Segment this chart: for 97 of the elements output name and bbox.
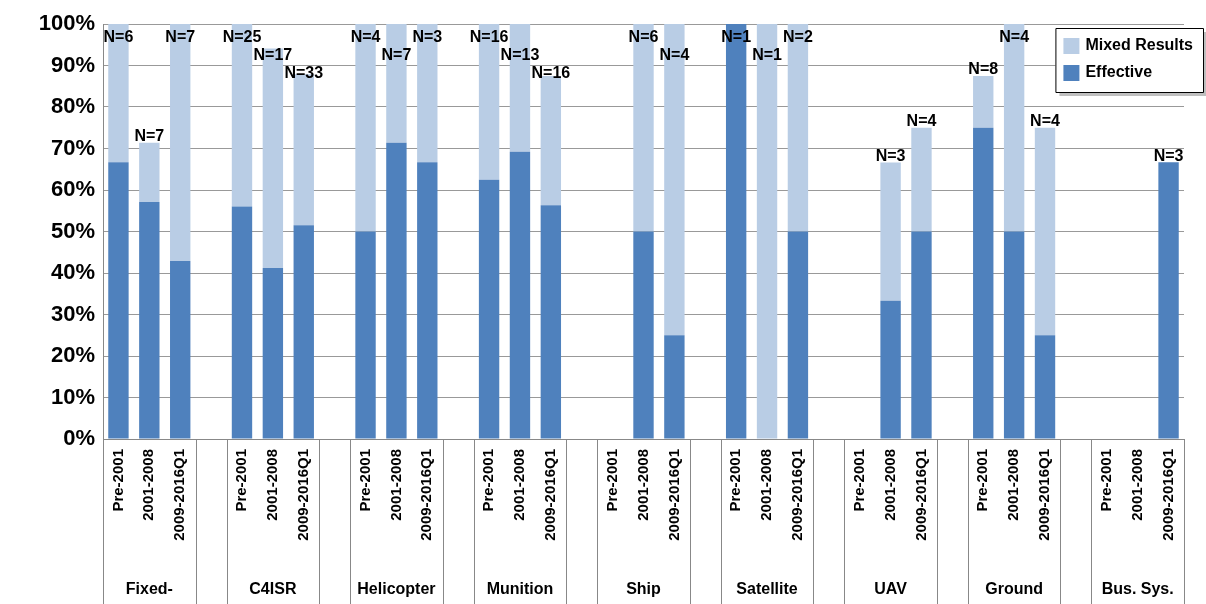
annotation: N=33: [284, 64, 324, 82]
bar: [262, 268, 284, 439]
y-tick-label: 10%: [50, 383, 95, 409]
x-tick-label: Pre-2001: [849, 449, 867, 512]
y-tick-label: 60%: [50, 176, 95, 202]
text: Satellite: [736, 580, 798, 598]
x-tick-label: Pre-2001: [479, 449, 497, 512]
bar: [139, 202, 160, 439]
y-tick-label: 0%: [63, 425, 95, 451]
annotation: N=7: [381, 46, 412, 64]
bar: [509, 151, 531, 439]
x-tick-label: 2009-2016Q1: [911, 449, 929, 541]
x-tick-label: 2001-2008: [880, 449, 898, 521]
y-tick-label: 70%: [50, 134, 95, 160]
x-tick-label: 2009-2016Q1: [417, 449, 435, 541]
bar: [108, 162, 129, 439]
annotation: N=7: [134, 127, 165, 145]
text: Fixed-: [125, 580, 173, 598]
bar: [417, 162, 438, 439]
x-tick-label: 2009-2016Q1: [664, 449, 682, 541]
y-tick-label: 50%: [50, 217, 95, 243]
text: C4ISR: [249, 580, 297, 598]
annotation: N=4: [659, 46, 690, 64]
annotation: N=3: [1153, 146, 1184, 164]
text: Bus. Sys.: [1101, 580, 1174, 598]
x-tick-label: 2001-2008: [1127, 449, 1145, 521]
bar: [540, 205, 562, 439]
x-tick-label: 2009-2016Q1: [293, 449, 311, 541]
annotation: N=3: [875, 147, 906, 165]
annotation: N=17: [253, 46, 293, 64]
bar: [880, 300, 901, 439]
x-tick-label: Pre-2001: [108, 449, 126, 512]
text: Ground: [985, 580, 1044, 598]
y-tick-label: 40%: [50, 259, 95, 285]
bar: [386, 142, 407, 439]
x-tick-label: 2001-2008: [510, 449, 528, 521]
bar: [973, 127, 994, 439]
bar: [911, 231, 932, 439]
bar: [911, 127, 932, 232]
bar: [664, 335, 685, 439]
annotation: N=16: [469, 28, 509, 46]
bar: [293, 225, 314, 439]
x-tick-label: Pre-2001: [1096, 449, 1114, 512]
annotation: N=16: [531, 64, 571, 82]
x-tick-label: Pre-2001: [726, 449, 744, 512]
x-tick-label: 2009-2016Q1: [540, 449, 558, 541]
bar: [139, 142, 160, 203]
x-tick-label: Pre-2001: [973, 449, 991, 512]
annotation: N=8: [968, 60, 999, 78]
y-tick-label: 30%: [50, 300, 95, 326]
y-tick-label: 20%: [50, 342, 95, 368]
x-tick-label: 2001-2008: [386, 449, 404, 521]
x-tick-label: Pre-2001: [232, 449, 250, 512]
bar: [1034, 335, 1056, 439]
bar: [1158, 162, 1179, 439]
bar: [880, 162, 901, 301]
bar: [973, 75, 994, 128]
text: Munition: [486, 580, 554, 598]
text: Helicopter: [357, 580, 436, 598]
x-tick-label: 2001-2008: [139, 449, 157, 521]
annotation: N=4: [999, 28, 1030, 46]
bar: [787, 231, 809, 439]
bar: [1034, 127, 1056, 336]
x-tick-label: 2001-2008: [1004, 449, 1022, 521]
annotation: N=6: [628, 28, 659, 46]
legend-label: Mixed Results: [1085, 36, 1194, 54]
annotation: N=4: [350, 28, 381, 46]
bar: [478, 179, 500, 439]
x-tick-label: 2001-2008: [633, 449, 651, 521]
annotation: N=4: [1030, 112, 1061, 130]
annotation: N=13: [500, 46, 540, 64]
x-tick-label: Pre-2001: [602, 449, 620, 512]
bar: [355, 231, 376, 439]
x-tick-label: 2001-2008: [757, 449, 775, 521]
text: UAV: [874, 580, 908, 598]
bar: [231, 206, 253, 439]
y-tick-label: 80%: [50, 93, 95, 119]
bar: [633, 231, 654, 439]
bar: [170, 260, 191, 439]
x-tick-label: 2009-2016Q1: [170, 449, 188, 541]
annotation: N=2: [783, 28, 813, 46]
bar: [1003, 231, 1025, 439]
y-tick-label: 100%: [38, 10, 95, 36]
annotation: N=1: [752, 46, 783, 64]
x-tick-label: 2009-2016Q1: [1035, 449, 1053, 541]
annotation: N=25: [222, 28, 262, 46]
annotation: N=6: [103, 28, 134, 46]
x-tick-label: 2009-2016Q1: [1158, 449, 1176, 541]
annotation: N=4: [906, 112, 937, 130]
annotation: N=3: [412, 28, 443, 46]
text: Ship: [626, 580, 662, 598]
legend-label: Effective: [1085, 63, 1153, 81]
y-tick-label: 90%: [50, 51, 95, 77]
x-tick-label: 2009-2016Q1: [788, 449, 806, 541]
x-tick-label: 2001-2008: [263, 449, 281, 521]
annotation: N=7: [165, 28, 196, 46]
x-tick-label: Pre-2001: [355, 449, 373, 512]
